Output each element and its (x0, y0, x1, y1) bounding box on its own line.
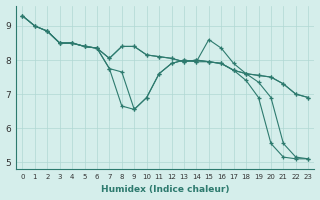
X-axis label: Humidex (Indice chaleur): Humidex (Indice chaleur) (101, 185, 229, 194)
